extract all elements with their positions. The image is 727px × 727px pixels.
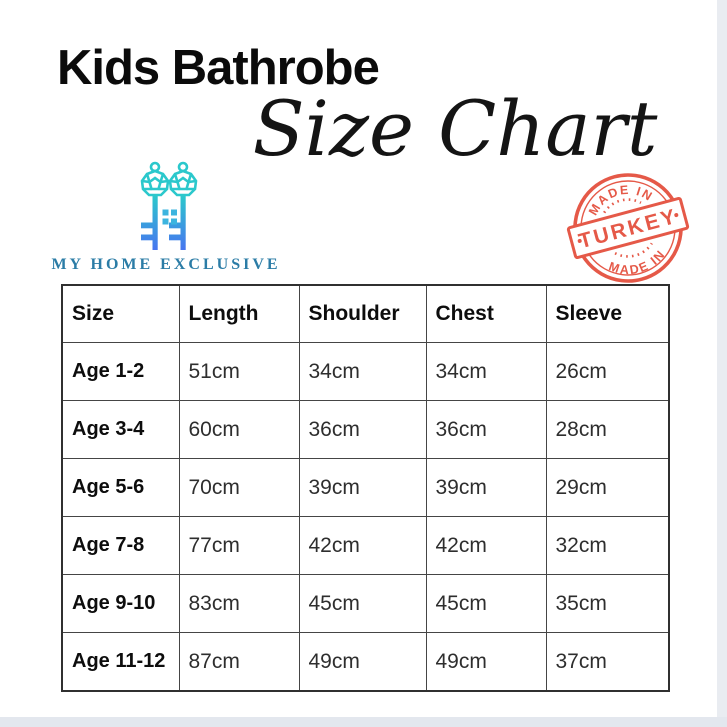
size-value-cell: 70cm — [178, 458, 300, 517]
size-value-cell: 87cm — [178, 632, 300, 692]
column-header-chest: Chest — [425, 284, 547, 343]
brand-name: MY HOME EXCLUSIVE — [51, 256, 281, 273]
table-row: Age 7-8 77cm 42cm 42cm 32cm — [61, 516, 670, 575]
size-value-cell: 77cm — [178, 516, 300, 575]
table-row: Age 1-2 51cm 34cm 34cm 26cm — [61, 342, 670, 401]
made-in-turkey-stamp: MADE IN MADE IN TURKEY — [566, 173, 690, 284]
column-header-sleeve: Sleeve — [545, 284, 670, 343]
size-value-cell: 36cm — [298, 400, 427, 459]
page-subtitle: Size Chart — [252, 84, 658, 173]
right-key-icon — [168, 161, 198, 197]
size-value-cell: 45cm — [298, 574, 427, 633]
table-row: Age 3-4 60cm 36cm 36cm 28cm — [61, 400, 670, 459]
right-key-shaft — [169, 195, 186, 250]
size-value-cell: 35cm — [545, 574, 670, 633]
left-key-shaft — [141, 195, 158, 250]
size-value-cell: 42cm — [425, 516, 547, 575]
left-key-icon — [140, 161, 170, 197]
page-edge-right — [717, 0, 727, 727]
size-value-cell: 28cm — [545, 400, 670, 459]
row-size-label: Age 5-6 — [61, 458, 180, 517]
page-title: Kids Bathrobe — [57, 41, 380, 95]
table-row: Age 5-6 70cm 39cm 39cm 29cm — [61, 458, 670, 517]
table-row: Age 9-10 83cm 45cm 45cm 35cm — [61, 574, 670, 633]
row-size-label: Age 9-10 — [61, 574, 180, 633]
row-size-label: Age 11-12 — [61, 632, 180, 692]
size-value-cell: 29cm — [545, 458, 670, 517]
size-value-cell: 51cm — [178, 342, 300, 401]
column-header-length: Length — [178, 284, 300, 343]
size-value-cell: 49cm — [425, 632, 547, 692]
page-edge-bottom — [0, 717, 727, 727]
row-size-label: Age 1-2 — [61, 342, 180, 401]
size-value-cell: 39cm — [298, 458, 427, 517]
size-value-cell: 83cm — [178, 574, 300, 633]
double-keys-logo-icon — [140, 161, 198, 250]
size-value-cell: 26cm — [545, 342, 670, 401]
size-value-cell: 39cm — [425, 458, 547, 517]
size-value-cell: 60cm — [178, 400, 300, 459]
size-value-cell: 34cm — [298, 342, 427, 401]
column-header-size: Size — [61, 284, 180, 343]
size-value-cell: 42cm — [298, 516, 427, 575]
table-row: Age 11-12 87cm 49cm 49cm 37cm — [61, 632, 670, 692]
size-value-cell: 32cm — [545, 516, 670, 575]
size-value-cell: 34cm — [425, 342, 547, 401]
size-value-cell: 36cm — [425, 400, 547, 459]
row-size-label: Age 7-8 — [61, 516, 180, 575]
size-chart-table: Size Length Shoulder Chest Sleeve Age 1-… — [61, 284, 670, 692]
table-header-row: Size Length Shoulder Chest Sleeve — [61, 284, 670, 343]
size-value-cell: 49cm — [298, 632, 427, 692]
column-header-shoulder: Shoulder — [298, 284, 427, 343]
row-size-label: Age 3-4 — [61, 400, 180, 459]
window-icon — [162, 209, 177, 225]
size-table-body: Age 1-2 51cm 34cm 34cm 26cm Age 3-4 60cm 36cm 36… — [61, 342, 670, 692]
size-value-cell: 37cm — [545, 632, 670, 692]
size-value-cell: 45cm — [425, 574, 547, 633]
